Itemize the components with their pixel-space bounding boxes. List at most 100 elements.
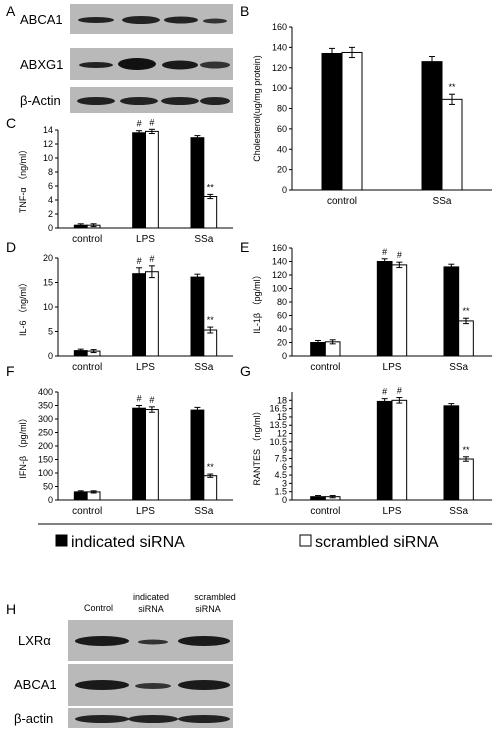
y-tick-label: 0	[282, 185, 287, 195]
western-blot-h: Control indicated siRNA scrambled siRNA …	[14, 592, 236, 728]
y-tick-label: 160	[272, 22, 287, 32]
y-tick-label: 140	[272, 42, 287, 52]
x-tick-label: LPS	[383, 506, 402, 517]
blot-a-band	[200, 61, 230, 69]
blot-h-band	[138, 639, 168, 645]
y-tick-label: 2	[48, 209, 53, 219]
panel-letter-c: C	[6, 115, 16, 131]
y-tick-label: 20	[277, 165, 287, 175]
y-tick-label: 0	[282, 351, 287, 361]
significance-marker: #	[137, 394, 142, 404]
y-tick-label: 60	[277, 311, 287, 321]
legend-label-scrambled: scrambled siRNA	[315, 534, 439, 551]
y-tick-label: 40	[277, 324, 287, 334]
x-tick-label: control	[72, 234, 102, 245]
blot-a-band	[78, 17, 114, 23]
blot-a-band	[164, 16, 198, 24]
bar	[321, 52, 343, 191]
panel-letter-a: A	[6, 3, 16, 19]
bar	[421, 61, 443, 191]
y-tick-label: 300	[38, 414, 53, 424]
y-tick-label: 3	[282, 478, 287, 488]
blot-a-band	[203, 18, 227, 24]
bar	[190, 137, 205, 229]
y-tick-label: 1.5	[274, 487, 287, 497]
y-tick-label: 13.5	[269, 420, 287, 430]
significance-marker: **	[207, 315, 215, 325]
blot-h-lane-indicated-siRNA: siRNA	[138, 604, 164, 614]
y-tick-label: 10.5	[269, 437, 287, 447]
blot-h-lane-scrambled: scrambled	[194, 592, 236, 602]
y-tick-label: 0	[48, 223, 53, 233]
y-tick-label: 50	[43, 482, 53, 492]
chart-c: 0 2 4 6 8 10 12 14 TNF-α （ng/ml） control LPS SSa # # *…	[18, 117, 233, 245]
y-tick-label: 7.5	[274, 453, 287, 463]
panel-letter-h: H	[6, 601, 16, 617]
panel-letter-e: E	[240, 239, 249, 255]
y-tick-label: 9	[282, 445, 287, 455]
bar	[145, 409, 159, 501]
y-tick-label: 18	[277, 395, 287, 405]
y-axis-label: RANTES （ng/ml）	[252, 406, 262, 485]
blot-h-lane-scrambled-siRNA: siRNA	[195, 604, 221, 614]
chart-f: 0 50 100 150 200 250 300 350 400 IFN-β （pg/ml） con…	[18, 387, 233, 517]
blot-h-band	[75, 636, 129, 646]
bar	[441, 98, 463, 191]
blot-a-label-abxg1: ABXG1	[20, 57, 63, 72]
blot-a-band	[162, 60, 198, 70]
panel-letter-g: G	[240, 363, 251, 379]
legend-label-indicated: indicated siRNA	[71, 534, 185, 551]
x-tick-label: control	[72, 506, 102, 517]
western-blot-a: ABCA1 ABXG1 β-Actin	[20, 4, 233, 113]
bar	[203, 196, 218, 229]
x-tick-label: control	[72, 362, 102, 373]
bar	[132, 407, 147, 501]
significance-marker: #	[382, 387, 387, 397]
y-tick-label: 20	[43, 253, 53, 263]
y-tick-label: 10	[43, 302, 53, 312]
blot-h-band	[178, 636, 230, 646]
y-tick-label: 15	[43, 278, 53, 288]
bar	[190, 276, 205, 357]
y-tick-label: 40	[277, 144, 287, 154]
legend: indicated siRNA scrambled siRNA	[55, 534, 439, 551]
y-tick-label: 15	[277, 412, 287, 422]
y-tick-label: 16.5	[269, 404, 287, 414]
x-tick-label: SSa	[194, 234, 213, 245]
y-tick-label: 6	[48, 181, 53, 191]
chart-b: 0 20 40 60 80 100 120 140 160 Cholesterol(ug/mg p…	[252, 22, 492, 207]
y-tick-label: 100	[272, 284, 287, 294]
bar	[443, 266, 460, 357]
y-tick-label: 120	[272, 63, 287, 73]
significance-marker: **	[207, 182, 215, 192]
x-tick-label: SSa	[449, 506, 468, 517]
blot-a-band	[161, 97, 199, 105]
blot-a-band	[118, 58, 156, 70]
significance-marker: **	[448, 82, 456, 92]
significance-marker: #	[397, 386, 402, 396]
bar	[203, 329, 218, 357]
bar	[391, 264, 408, 357]
panel-letter-b: B	[240, 3, 249, 19]
blot-h-band	[75, 680, 129, 690]
blot-h-band	[75, 715, 129, 723]
bar	[376, 400, 393, 501]
y-tick-label: 80	[277, 104, 287, 114]
y-tick-label: 0	[48, 351, 53, 361]
blot-a-band	[79, 62, 113, 68]
y-axis-label: TNF-α （ng/ml）	[18, 145, 28, 213]
x-tick-label: SSa	[449, 362, 468, 373]
y-tick-label: 100	[272, 83, 287, 93]
significance-marker: #	[149, 395, 154, 405]
y-tick-label: 60	[277, 124, 287, 134]
y-axis-label: IL-1β （pg/ml）	[252, 270, 262, 333]
blot-h-label-beta-actin: β-actin	[14, 711, 53, 726]
y-tick-label: 350	[38, 401, 53, 411]
y-axis-label: Cholesterol(ug/mg protein)	[252, 55, 262, 162]
y-axis-label: IFN-β （pg/ml）	[18, 413, 28, 478]
y-tick-label: 0	[48, 495, 53, 505]
y-tick-label: 200	[38, 441, 53, 451]
y-tick-label: 12	[43, 139, 53, 149]
